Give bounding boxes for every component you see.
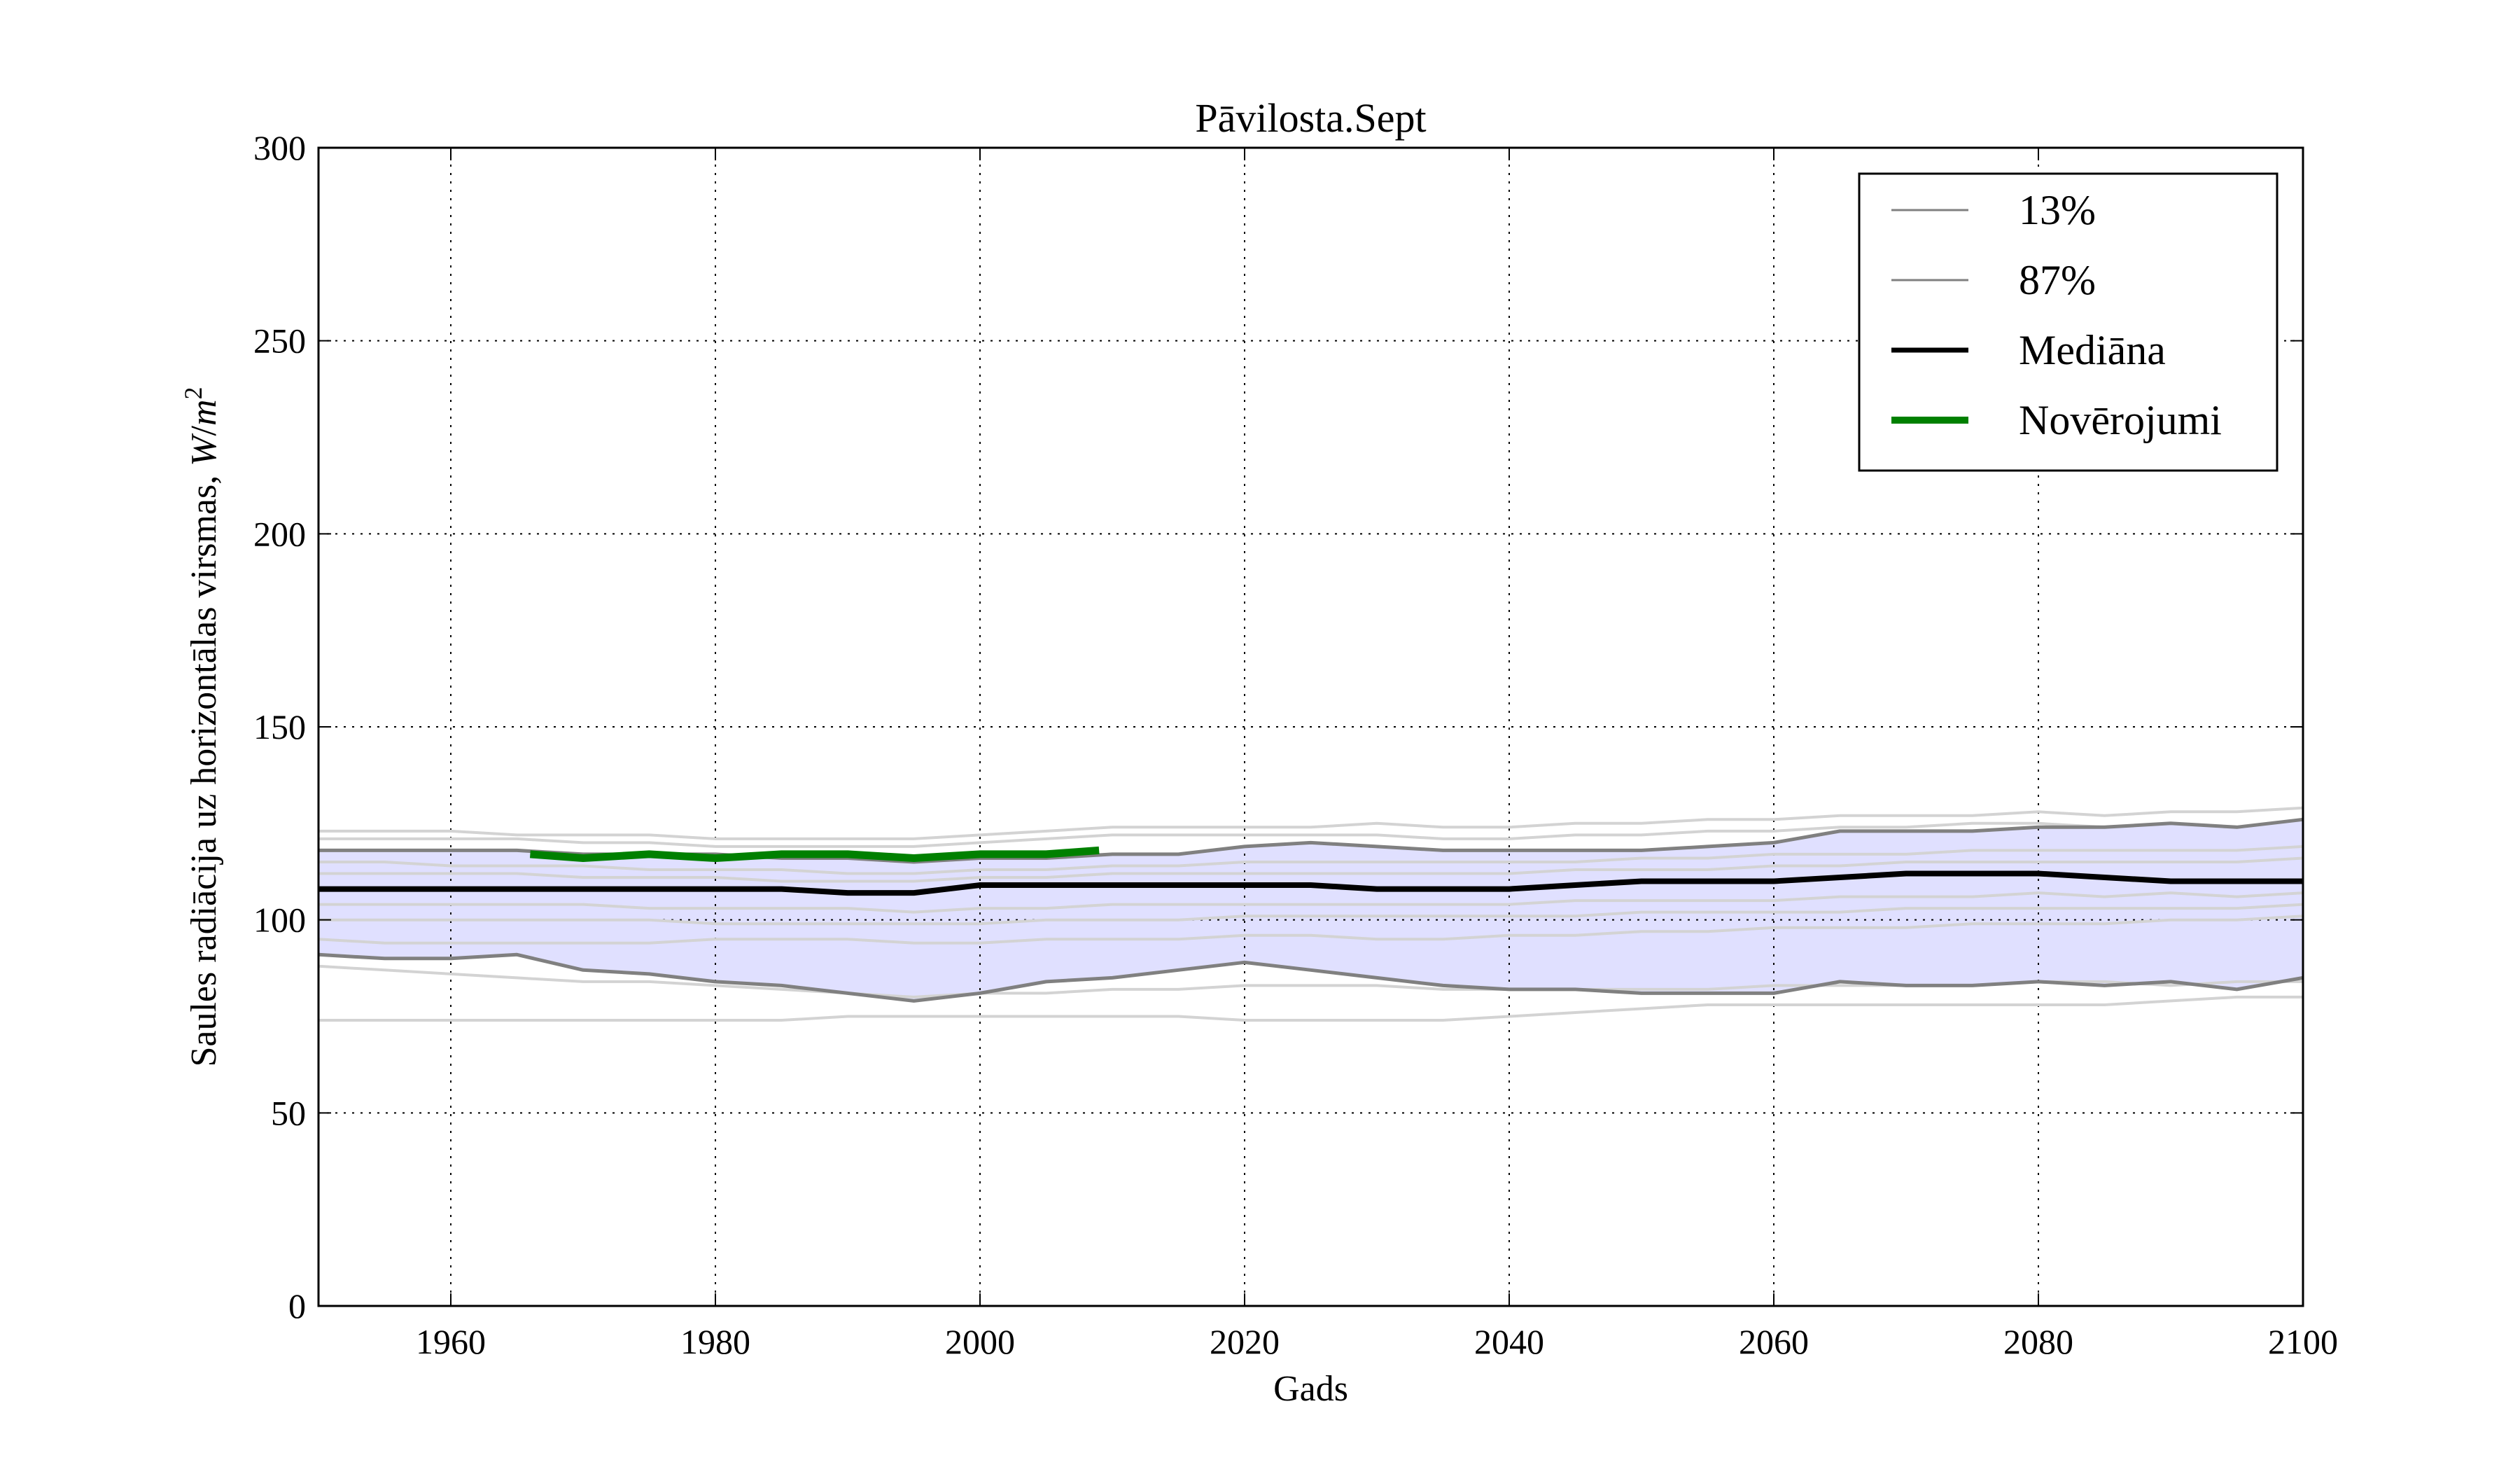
x-tick-label: 2060 [1739, 1322, 1809, 1361]
y-axis-label-unit-exp: 2 [179, 387, 207, 399]
x-tick-label: 2100 [2268, 1322, 2338, 1361]
y-tick-label: 150 [253, 707, 306, 746]
ensemble-member-line [318, 818, 2304, 848]
y-axis-label: Saules radiācija uz horizontālas virsmas… [179, 387, 224, 1066]
x-tick-label: 2000 [945, 1322, 1015, 1361]
y-tick-label: 50 [271, 1093, 306, 1132]
y-axis-label-main: Saules radiācija uz horizontālas virsmas… [184, 466, 224, 1067]
ensemble-member-line [318, 806, 2304, 840]
x-tick-label: 1980 [680, 1322, 750, 1361]
ensemble-member-line [318, 903, 2304, 926]
legend-label-3: Novērojumi [2019, 397, 2222, 443]
x-tick-label: 2040 [1474, 1322, 1544, 1361]
chart-title: Pāvilosta.Sept [1195, 95, 1426, 141]
ensemble-member-line [318, 915, 2304, 945]
y-tick-label: 0 [288, 1286, 306, 1326]
y-axis-label-unit-m: m [184, 399, 224, 426]
y-tick-label: 200 [253, 514, 306, 553]
legend-label-0: 13% [2019, 187, 2096, 233]
ensemble-member-line [318, 856, 2304, 883]
y-tick-label: 300 [253, 128, 306, 167]
y-tick-label: 250 [253, 321, 306, 361]
ensemble-member-line [318, 995, 2303, 1022]
x-tick-label: 2080 [2003, 1322, 2073, 1361]
legend-label-2: Mediāna [2019, 327, 2166, 373]
y-tick-label: 100 [253, 901, 306, 940]
series-layer [318, 817, 2304, 1003]
legend: 13% 87% Mediāna Novērojumi [1858, 172, 2278, 472]
x-tick-label: 2020 [1210, 1322, 1280, 1361]
x-tick-label: 1960 [416, 1322, 486, 1361]
y-axis-label-unit-w: W [184, 433, 224, 466]
legend-label-1: 87% [2019, 257, 2096, 303]
x-axis-label: Gads [1273, 1369, 1348, 1409]
ticks-layer: 1960 1980 2000 2020 2040 2060 2080 2100 0 50 100 15… [253, 128, 2338, 1361]
y-axis-label-unit-slash: / [184, 425, 224, 436]
grid-layer [318, 148, 2303, 1306]
series-line-observations [529, 846, 1100, 862]
series-line-median [318, 870, 2303, 896]
series-line-13 [318, 952, 2304, 1003]
ensemble-member-line [318, 891, 2304, 914]
ensemble-member-line [318, 844, 2304, 875]
